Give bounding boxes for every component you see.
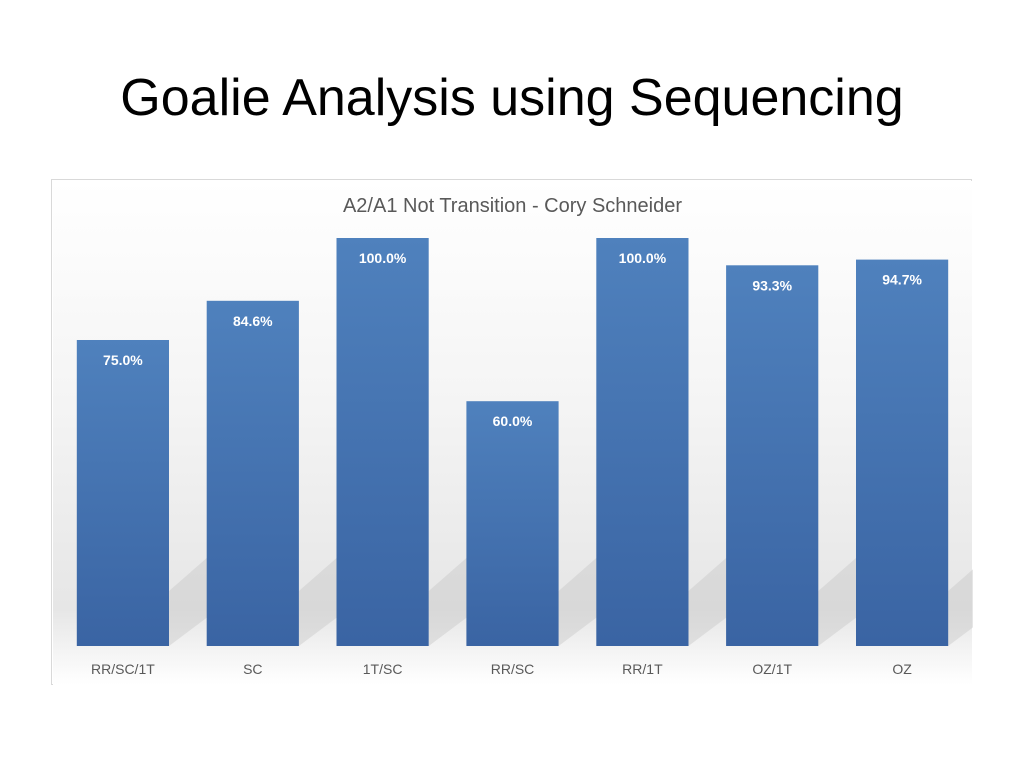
bar-shadow [169,556,210,646]
bar-shadows [169,556,973,646]
x-tick-label: RR/SC [491,661,535,677]
data-labels: 75.0% 84.6% 100.0% 60.0% 100.0% 93.3% 94.7% [103,250,922,429]
bar [206,300,299,646]
bar [466,401,559,646]
x-axis-tick-labels: RR/SC/1T SC 1T/SC RR/SC RR/1T OZ/1T OZ [91,661,912,677]
data-label: 94.7% [882,272,922,288]
x-tick-label: RR/1T [622,661,663,677]
data-label: 84.6% [233,313,273,329]
slide-title: Goalie Analysis using Sequencing [120,69,904,127]
bar [76,340,169,646]
data-label: 100.0% [359,250,407,266]
x-tick-label: OZ [892,661,912,677]
x-tick-label: RR/SC/1T [91,661,155,677]
data-label: 93.3% [752,277,792,293]
data-label: 60.0% [493,413,533,429]
chart-area: 75.0% 84.6% 100.0% 60.0% 100.0% 93.3% 94.7% RR… [51,179,973,685]
bar [596,238,689,646]
x-tick-label: OZ/1T [752,661,792,677]
bars [76,238,949,646]
bar-chart: 75.0% 84.6% 100.0% 60.0% 100.0% 93.3% 94.7% RR… [53,181,973,685]
bar-shadow [298,556,339,646]
bar [856,259,949,646]
bar [726,265,819,646]
chart-title: A2/A1 Not Transition - Cory Schneider [342,195,683,217]
bar-shadow [558,556,599,646]
x-tick-label: 1T/SC [363,661,403,677]
bar-shadow [818,556,859,646]
bar-shadow [428,556,469,646]
bar-shadow [948,569,973,646]
data-label: 100.0% [619,250,667,266]
bar-shadow [688,556,729,646]
x-tick-label: SC [243,661,262,677]
bar [336,238,429,646]
data-label: 75.0% [103,352,143,368]
